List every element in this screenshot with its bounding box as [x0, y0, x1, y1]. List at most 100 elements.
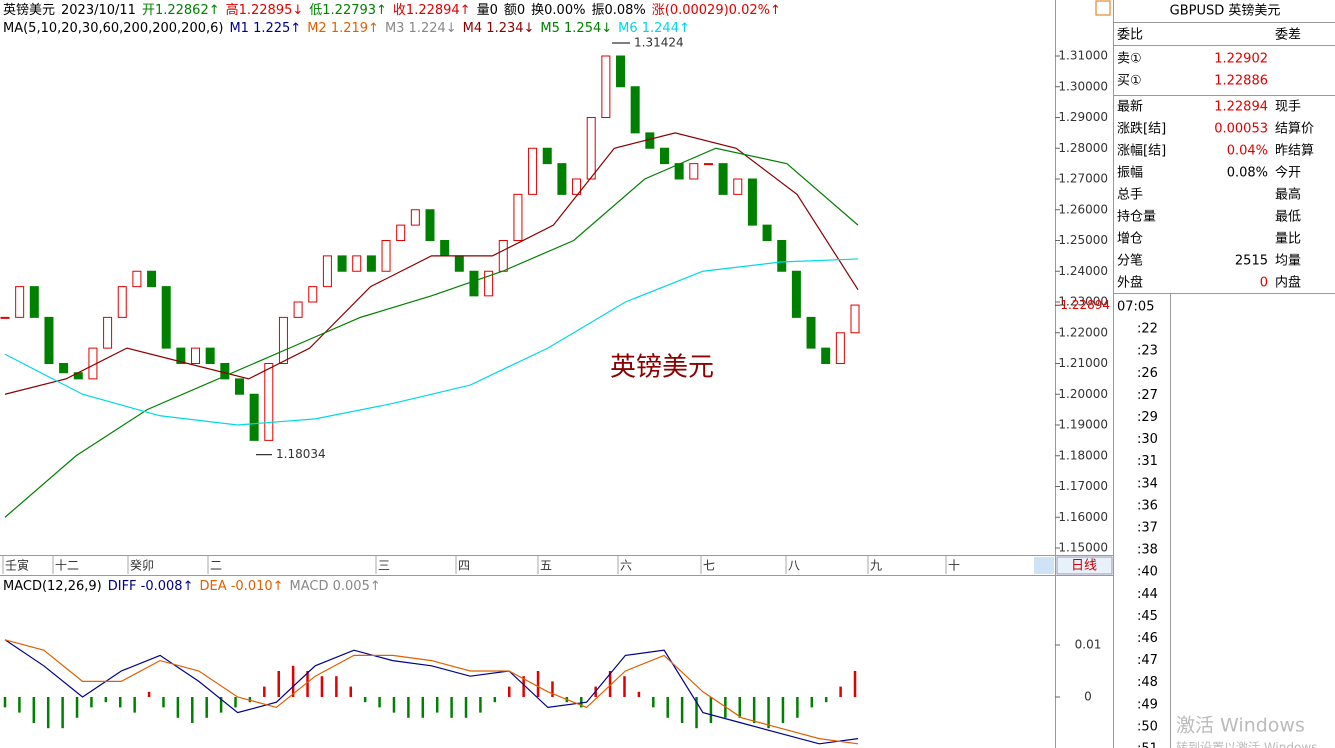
candle — [850, 304, 860, 334]
candle — [176, 347, 186, 364]
candle — [205, 347, 215, 364]
candle — [396, 224, 406, 241]
period-label: 壬寅 — [5, 558, 29, 573]
info-item: M5 1.254↓ — [540, 21, 612, 36]
info-item: 英镑美元 — [3, 2, 55, 18]
period-label: 七 — [703, 559, 715, 573]
time-label: :48 — [1137, 675, 1158, 690]
y-tick-label: 1.23000 — [1058, 295, 1108, 309]
time-label: :36 — [1137, 498, 1158, 513]
info-item: 量0 — [477, 3, 498, 18]
candle — [747, 178, 757, 226]
quote-label: 买① — [1117, 74, 1142, 89]
quote-label: 分笔 — [1117, 253, 1143, 269]
time-label: :37 — [1137, 521, 1158, 536]
info-item: MACD(12,26,9) — [3, 579, 102, 594]
info-item: 振0.08% — [591, 3, 645, 18]
y-tick-label: 1.24000 — [1058, 264, 1108, 278]
ma-line — [4, 147, 859, 518]
info-item: M1 1.225↑ — [229, 21, 301, 36]
quote-label: 振幅 — [1117, 166, 1143, 181]
corner-icon[interactable] — [1095, 0, 1111, 16]
info-item: DEA -0.010↑ — [199, 579, 283, 594]
time-label: :51 — [1137, 742, 1158, 748]
candle — [659, 147, 669, 165]
quote-label: 外盘 — [1117, 275, 1143, 291]
info-item: M2 1.219↑ — [307, 21, 379, 36]
quote-value: 1.22894 — [1214, 100, 1268, 115]
candle — [234, 378, 244, 395]
time-label: :23 — [1137, 344, 1158, 359]
quote-label: 卖① — [1117, 52, 1142, 67]
time-label: :26 — [1137, 366, 1158, 381]
candle — [791, 270, 801, 318]
period-label: 八 — [788, 559, 800, 573]
quote-value: 0.04% — [1227, 144, 1268, 159]
candle — [117, 286, 127, 318]
dea-line — [4, 639, 859, 745]
quote-label: 今开 — [1275, 165, 1301, 181]
quote-value: 1.22902 — [1214, 52, 1268, 67]
candle — [762, 224, 772, 241]
y-tick-label: 0.01 — [1075, 638, 1102, 652]
info-item: M6 1.244↑ — [618, 21, 690, 36]
candle — [0, 316, 10, 319]
candle — [44, 316, 54, 364]
info-line: 英镑美元 2023/10/11 开1.22862↑ 高1.22895↓ 低1.22793… — [3, 2, 781, 18]
period-tab[interactable] — [1056, 556, 1113, 575]
candle — [572, 178, 582, 195]
y-tick-label: 1.17000 — [1058, 479, 1108, 493]
time-label: :44 — [1137, 587, 1158, 602]
info-item: MACD 0.005↑ — [290, 579, 381, 594]
time-label: :46 — [1137, 631, 1158, 646]
quote-value: 0 — [1260, 276, 1268, 291]
y-tick-label: 1.28000 — [1058, 141, 1108, 155]
candle — [703, 163, 713, 166]
y-tick-label: 1.21000 — [1058, 356, 1108, 370]
diff-line — [4, 639, 859, 745]
quote-label: 委比 — [1117, 28, 1143, 43]
candle — [147, 270, 157, 288]
candle — [542, 147, 552, 165]
quote-label: 最低 — [1275, 210, 1301, 225]
quote-value: 0.00053 — [1214, 122, 1268, 137]
y-tick-label: 1.22000 — [1058, 325, 1108, 339]
period-tab-label[interactable]: 日线 — [1071, 559, 1097, 574]
time-label: :30 — [1137, 432, 1158, 447]
info-item: 收1.22894↑ — [393, 3, 471, 18]
candle — [278, 316, 288, 364]
info-item: 涨(0.00029)0.02%↑ — [652, 3, 781, 18]
scroll-box[interactable] — [1034, 557, 1054, 574]
y-tick-label: 1.27000 — [1058, 172, 1108, 186]
quote-value: 2515 — [1235, 254, 1268, 269]
info-item: M3 1.224↓ — [385, 21, 457, 36]
time-label: :31 — [1137, 454, 1158, 469]
candle — [616, 55, 626, 88]
quote-label: 委差 — [1275, 28, 1301, 43]
ma-line — [4, 258, 859, 426]
time-label: :47 — [1137, 653, 1158, 668]
y-tick-label: 1.25000 — [1058, 233, 1108, 247]
info-line: MA(5,10,20,30,60,200,200,200,6) M1 1.225↑… — [3, 21, 690, 36]
quote-label: 总手 — [1117, 188, 1143, 203]
candle — [440, 240, 450, 257]
info-item: 开1.22862↑ — [142, 3, 220, 18]
time-label: :40 — [1137, 565, 1158, 580]
quote-label: 涨跌[结] — [1117, 121, 1166, 137]
info-item: 额0 — [504, 3, 525, 18]
period-label: 癸卯 — [130, 559, 154, 573]
candle — [381, 240, 391, 272]
macd-plot — [3, 639, 859, 745]
period-label: 二 — [210, 559, 222, 573]
candle — [191, 347, 201, 364]
candle — [264, 363, 274, 441]
y-tick-label: 1.18000 — [1058, 448, 1108, 462]
candle — [337, 255, 347, 272]
candle — [59, 363, 69, 374]
time-label: :49 — [1137, 697, 1158, 712]
quote-label: 持仓量 — [1117, 210, 1156, 225]
period-label: 十二 — [55, 559, 79, 573]
info-item: 换0.00% — [531, 3, 585, 18]
